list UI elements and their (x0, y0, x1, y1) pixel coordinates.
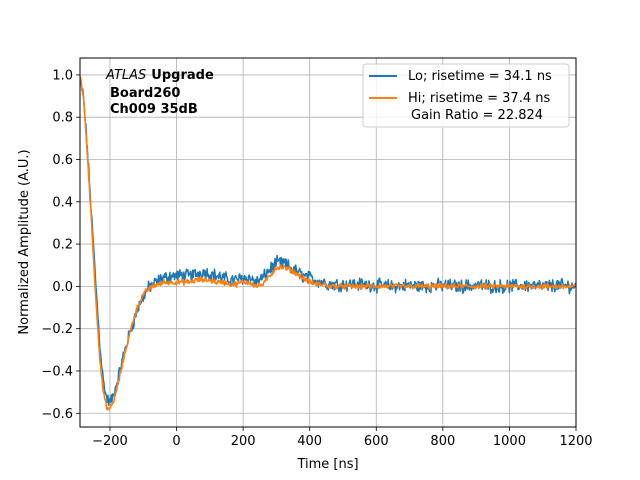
y-tick-label: −0.4 (41, 364, 73, 379)
x-tick-label: 400 (297, 434, 322, 449)
x-tick-label: 600 (364, 434, 389, 449)
atlas-label-line: ATLAS Upgrade (105, 68, 214, 83)
atlas-annotation: ATLAS Upgrade Board260 Ch009 35dB (105, 68, 214, 117)
series-line-hi (80, 76, 576, 411)
y-tick-label: 0.2 (52, 238, 73, 253)
channel-label: Ch009 35dB (110, 102, 198, 117)
x-tick-label: 1200 (559, 434, 592, 449)
y-tick-label: −0.2 (41, 322, 73, 337)
y-tick-label: 1.0 (52, 68, 73, 83)
y-tick-label: 0.6 (52, 153, 73, 168)
x-tick-label: 200 (231, 434, 256, 449)
plot-frame (79, 57, 577, 428)
y-tick-label: 0.0 (52, 280, 73, 295)
y-tick-label: 0.4 (52, 195, 73, 210)
legend-entry-gain-ratio: Gain Ratio = 22.824 (411, 108, 543, 123)
legend-entry-lo: Lo; risetime = 34.1 ns (408, 69, 552, 84)
y-tick-label: −0.6 (41, 407, 73, 422)
legend: Lo; risetime = 34.1 ns Hi; risetime = 37… (362, 63, 570, 128)
series-layer (80, 76, 576, 411)
x-tick-label: 0 (172, 434, 180, 449)
board-label: Board260 (110, 86, 180, 101)
legend-box (362, 63, 570, 128)
legend-entry-hi: Hi; risetime = 37.4 ns (408, 91, 550, 106)
x-axis-label: Time [ns] (296, 457, 358, 472)
x-tick-label: 1000 (493, 434, 526, 449)
y-axis: −0.6 −0.4 −0.2 0.0 0.2 0.4 0.6 0.8 1.0 (41, 68, 80, 422)
x-tick-label: 800 (430, 434, 455, 449)
x-tick-label: −200 (92, 434, 128, 449)
y-tick-label: 0.8 (52, 111, 73, 126)
upgrade-word: Upgrade (151, 68, 214, 83)
atlas-word: ATLAS (105, 68, 146, 83)
y-axis-label: Normalized Amplitude (A.U.) (17, 149, 32, 334)
x-axis: −200 0 200 400 600 800 1000 1200 (92, 427, 593, 449)
